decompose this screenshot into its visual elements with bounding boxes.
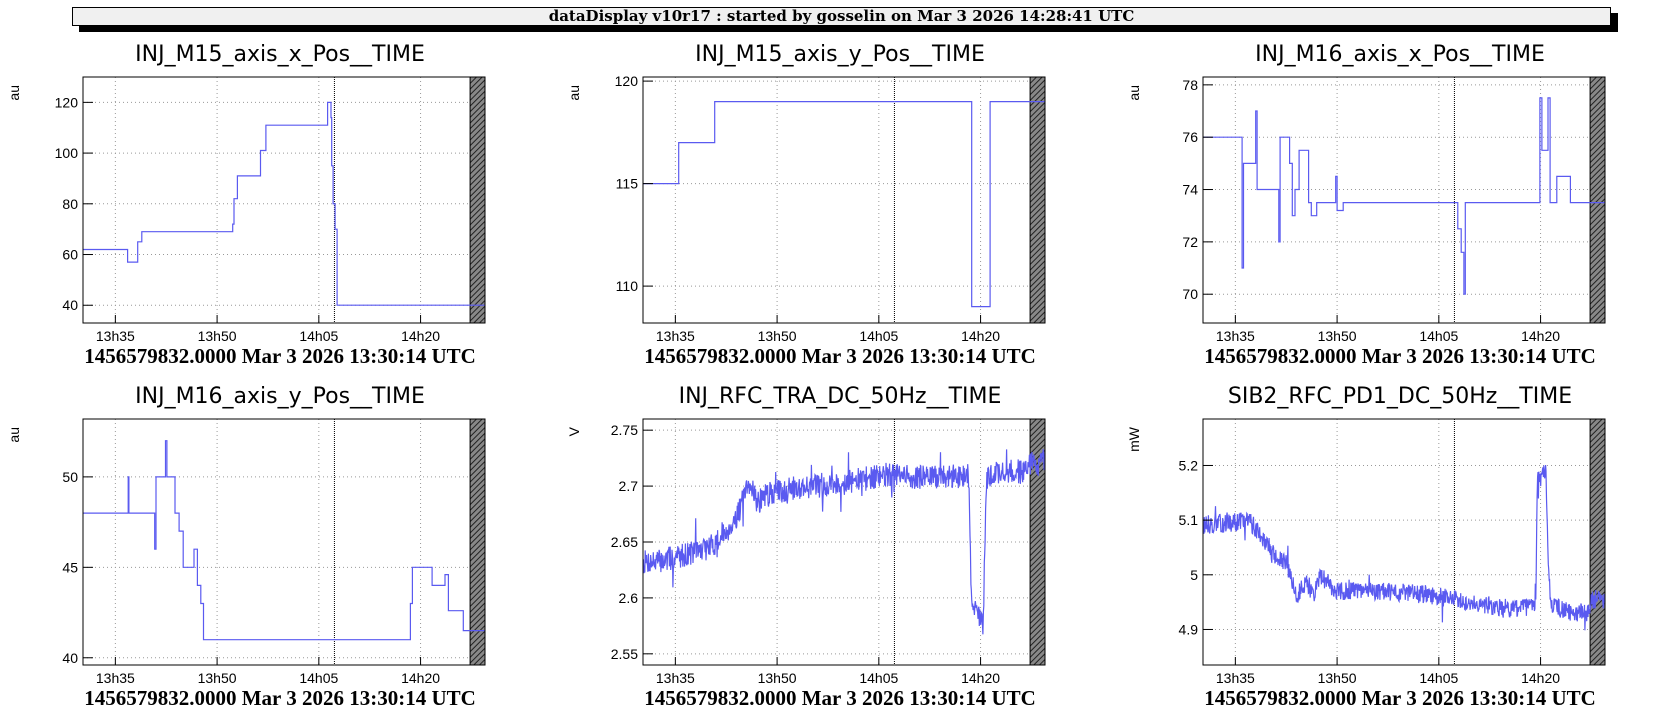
plot-frame	[642, 76, 1046, 324]
y-tick-label: 70	[1182, 286, 1198, 302]
chart-title: INJ_M16_axis_y_Pos__TIME	[135, 384, 425, 409]
plot-frame	[82, 76, 486, 324]
x-tick-label: 13h50	[1318, 670, 1357, 686]
x-tick-label: 13h35	[656, 328, 695, 344]
chart-plot: 110 115 120 13h35 13h50 14h05 14h20 au	[566, 73, 1046, 344]
chart-panel-3: INJ_M16_axis_x_Pos__TIME 70 72 74 76 78 13h35…	[1120, 32, 1680, 374]
x-tick-label: 14h20	[961, 328, 1000, 344]
y-axis-label: au	[6, 427, 22, 443]
chart-plot: 70 72 74 76 78 13h35 13h50 14h05 14h20 au	[1126, 76, 1606, 344]
y-tick-label: 45	[62, 559, 78, 575]
chart-plot: 40 45 50 13h35 13h50 14h05 14h20 au	[6, 418, 486, 686]
series-line	[83, 101, 485, 306]
x-tick-label: 13h50	[758, 328, 797, 344]
y-tick-label: 5.2	[1179, 457, 1199, 473]
y-axis-label: au	[566, 85, 582, 101]
hatched-region	[1589, 418, 1606, 666]
x-tick-label: 13h35	[1216, 670, 1255, 686]
y-axis-label: mW	[1126, 426, 1142, 452]
plot-frame	[82, 418, 486, 666]
x-tick-label: 14h20	[1521, 328, 1560, 344]
x-tick-label: 13h50	[1318, 328, 1357, 344]
y-tick-label: 72	[1182, 234, 1198, 250]
series-line	[643, 101, 1045, 308]
chart-footer: 1456579832.0000 Mar 3 2026 13:30:14 UTC	[1204, 686, 1596, 710]
chart-plot: 2.55 2.6 2.65 2.7 2.75 13h35 13h50 14h05 14h20 V	[566, 418, 1046, 686]
chart-title: INJ_M15_axis_x_Pos__TIME	[135, 42, 425, 67]
plot-frame	[1202, 418, 1606, 666]
y-tick-label: 60	[62, 247, 78, 263]
chart-panel-5: INJ_RFC_TRA_DC_50Hz__TIME 2.55 2.6 2.65 2.7…	[560, 374, 1120, 716]
chart-footer: 1456579832.0000 Mar 3 2026 13:30:14 UTC	[84, 344, 476, 368]
x-tick-label: 14h05	[299, 328, 338, 344]
header-banner: dataDisplay v10r17 : started by gosselin…	[72, 7, 1611, 26]
y-axis-label: au	[1126, 85, 1142, 101]
y-tick-label: 110	[616, 278, 639, 294]
y-tick-label: 2.6	[619, 590, 639, 606]
series-line	[1203, 97, 1605, 295]
x-tick-label: 14h05	[1419, 670, 1458, 686]
x-tick-label: 14h20	[401, 670, 440, 686]
chart-title: SIB2_RFC_PD1_DC_50Hz__TIME	[1227, 384, 1573, 409]
x-tick-label: 13h35	[1216, 328, 1255, 344]
y-tick-label: 74	[1182, 182, 1198, 198]
y-tick-label: 2.65	[611, 534, 638, 550]
hatched-region	[469, 76, 486, 324]
x-tick-label: 14h05	[859, 328, 898, 344]
y-axis-label: V	[566, 426, 582, 436]
chart-panel-4: INJ_M16_axis_y_Pos__TIME 40 45 50 13h35 13h5…	[0, 374, 560, 716]
y-tick-label: 100	[55, 145, 79, 161]
series-line	[643, 449, 1045, 635]
series-line	[83, 440, 485, 641]
y-tick-label: 2.75	[611, 422, 638, 438]
x-tick-label: 14h05	[859, 670, 898, 686]
plot-frame	[1202, 76, 1606, 324]
y-tick-label: 40	[62, 650, 78, 666]
hatched-region	[469, 418, 486, 666]
x-tick-label: 13h35	[96, 328, 135, 344]
x-tick-label: 13h35	[96, 670, 135, 686]
chart-footer: 1456579832.0000 Mar 3 2026 13:30:14 UTC	[84, 686, 476, 710]
series-line	[1203, 464, 1605, 631]
y-tick-label: 5.1	[1179, 512, 1199, 528]
x-tick-label: 13h50	[198, 670, 237, 686]
x-tick-label: 14h05	[299, 670, 338, 686]
y-tick-label: 4.9	[1179, 621, 1199, 637]
y-tick-label: 40	[62, 297, 78, 313]
x-tick-label: 13h35	[656, 670, 695, 686]
y-tick-label: 5	[1190, 567, 1198, 583]
hatched-region	[1029, 76, 1046, 324]
y-axis-label: au	[6, 85, 22, 101]
chart-plot: 40 60 80 100 120 13h35 13h50 14h05 14h20 au	[6, 76, 486, 344]
x-tick-label: 13h50	[198, 328, 237, 344]
chart-panel-6: SIB2_RFC_PD1_DC_50Hz__TIME 4.9 5 5.1 5.2 13h…	[1120, 374, 1680, 716]
hatched-region	[1589, 76, 1606, 324]
y-tick-label: 76	[1182, 129, 1198, 145]
y-tick-label: 115	[616, 176, 639, 192]
x-tick-label: 14h05	[1419, 328, 1458, 344]
chart-plot: 4.9 5 5.1 5.2 13h35 13h50 14h05 14h20 mW	[1126, 418, 1606, 686]
chart-title: INJ_M15_axis_y_Pos__TIME	[695, 42, 985, 67]
x-tick-label: 14h20	[401, 328, 440, 344]
chart-panel-2: INJ_M15_axis_y_Pos__TIME 110 115 120 13h35 1…	[560, 32, 1120, 374]
y-tick-label: 80	[62, 196, 78, 212]
y-tick-label: 2.7	[619, 478, 639, 494]
chart-title: INJ_RFC_TRA_DC_50Hz__TIME	[678, 384, 1002, 409]
x-tick-label: 13h50	[758, 670, 797, 686]
chart-footer: 1456579832.0000 Mar 3 2026 13:30:14 UTC	[644, 686, 1036, 710]
x-tick-label: 14h20	[1521, 670, 1560, 686]
x-tick-label: 14h20	[961, 670, 1000, 686]
y-tick-label: 2.55	[611, 646, 638, 662]
chart-panel-1: INJ_M15_axis_x_Pos__TIME 40 60 80 100 120 13h…	[0, 32, 560, 374]
chart-title: INJ_M16_axis_x_Pos__TIME	[1255, 42, 1545, 67]
y-tick-label: 50	[62, 469, 78, 485]
y-tick-label: 120	[55, 94, 79, 110]
chart-footer: 1456579832.0000 Mar 3 2026 13:30:14 UTC	[1204, 344, 1596, 368]
chart-footer: 1456579832.0000 Mar 3 2026 13:30:14 UTC	[644, 344, 1036, 368]
y-tick-label: 78	[1182, 77, 1198, 93]
y-tick-label: 120	[615, 73, 639, 89]
